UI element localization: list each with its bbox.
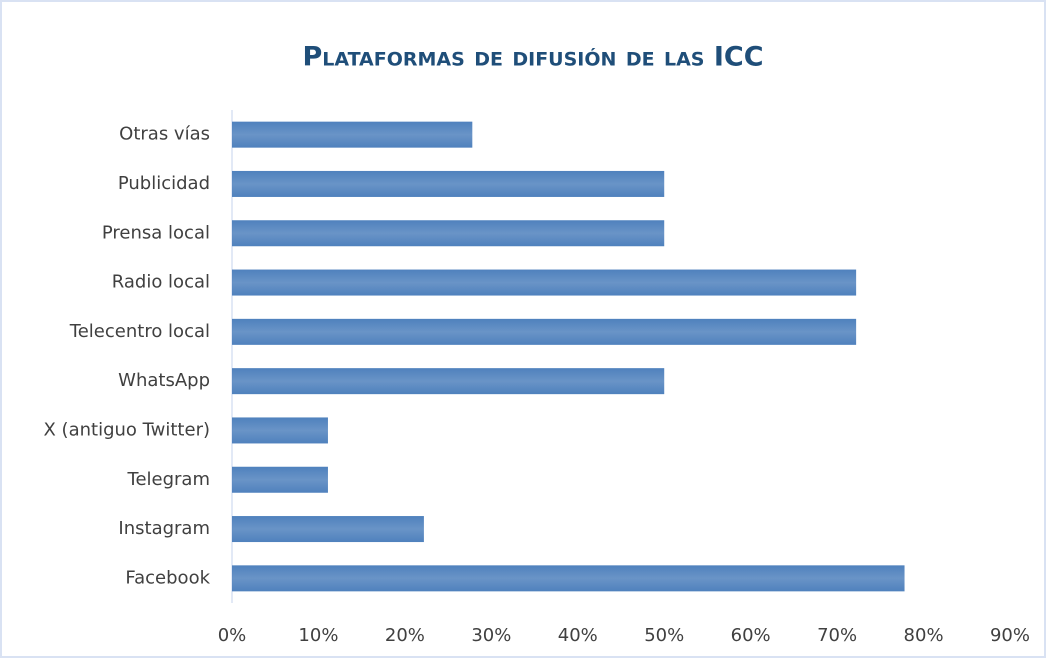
bar	[232, 368, 665, 395]
chart-title: Plataformas de difusión de las ICC	[302, 42, 763, 73]
bar	[232, 269, 857, 296]
y-tick-label: Otras vías	[119, 124, 210, 145]
bar	[232, 318, 857, 345]
x-tick-label: 30%	[471, 625, 511, 646]
x-tick-label: 10%	[298, 625, 338, 646]
bar	[232, 516, 424, 543]
x-tick-label: 0%	[218, 625, 247, 646]
y-tick-label: Telegram	[127, 469, 210, 490]
x-tick-label: 20%	[385, 625, 425, 646]
y-tick-label: X (antiguo Twitter)	[44, 419, 211, 440]
y-tick-label: Facebook	[125, 567, 210, 588]
y-tick-label: Prensa local	[102, 222, 210, 243]
bar	[232, 417, 328, 444]
bar	[232, 466, 328, 493]
y-tick-label: Telecentro local	[69, 321, 210, 342]
x-tick-label: 50%	[644, 625, 684, 646]
y-tick-label: Instagram	[118, 518, 210, 539]
bar	[232, 565, 905, 592]
x-tick-label: 60%	[731, 625, 771, 646]
y-tick-label: Publicidad	[118, 173, 210, 194]
y-tick-label: Radio local	[112, 272, 210, 293]
x-tick-label: 90%	[990, 625, 1030, 646]
x-tick-label: 70%	[817, 625, 857, 646]
x-tick-label: 80%	[904, 625, 944, 646]
x-tick-label: 40%	[558, 625, 598, 646]
y-tick-label: WhatsApp	[118, 370, 210, 391]
bar	[232, 220, 665, 247]
bar	[232, 170, 665, 197]
bar	[232, 121, 473, 148]
